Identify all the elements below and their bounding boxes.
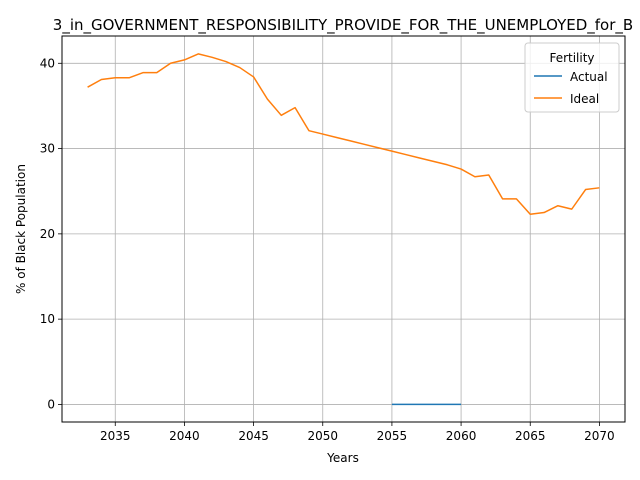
x-tick-label: 2060 [446, 429, 477, 443]
y-tick-label: 10 [40, 312, 55, 326]
x-tick-label: 2040 [169, 429, 200, 443]
y-tick-label: 20 [40, 227, 55, 241]
x-tick-label: 2050 [307, 429, 338, 443]
chart-title: 3_in_GOVERNMENT_RESPONSIBILITY_PROVIDE_F… [53, 16, 633, 35]
x-tick-label: 2070 [584, 429, 615, 443]
y-tick-label: 30 [40, 142, 55, 156]
y-axis-label: % of Black Population [14, 164, 28, 294]
y-tick-label: 40 [40, 56, 55, 70]
legend-label-ideal: Ideal [570, 92, 599, 106]
y-tick-label: 0 [47, 397, 55, 411]
legend-label-actual: Actual [570, 70, 608, 84]
x-tick-label: 2045 [238, 429, 269, 443]
x-axis-label: Years [326, 451, 359, 465]
x-tick-label: 2065 [515, 429, 546, 443]
x-tick-label: 2035 [100, 429, 131, 443]
legend: Fertility Actual Ideal [525, 43, 619, 112]
legend-title: Fertility [549, 51, 594, 65]
x-tick-label: 2055 [377, 429, 408, 443]
